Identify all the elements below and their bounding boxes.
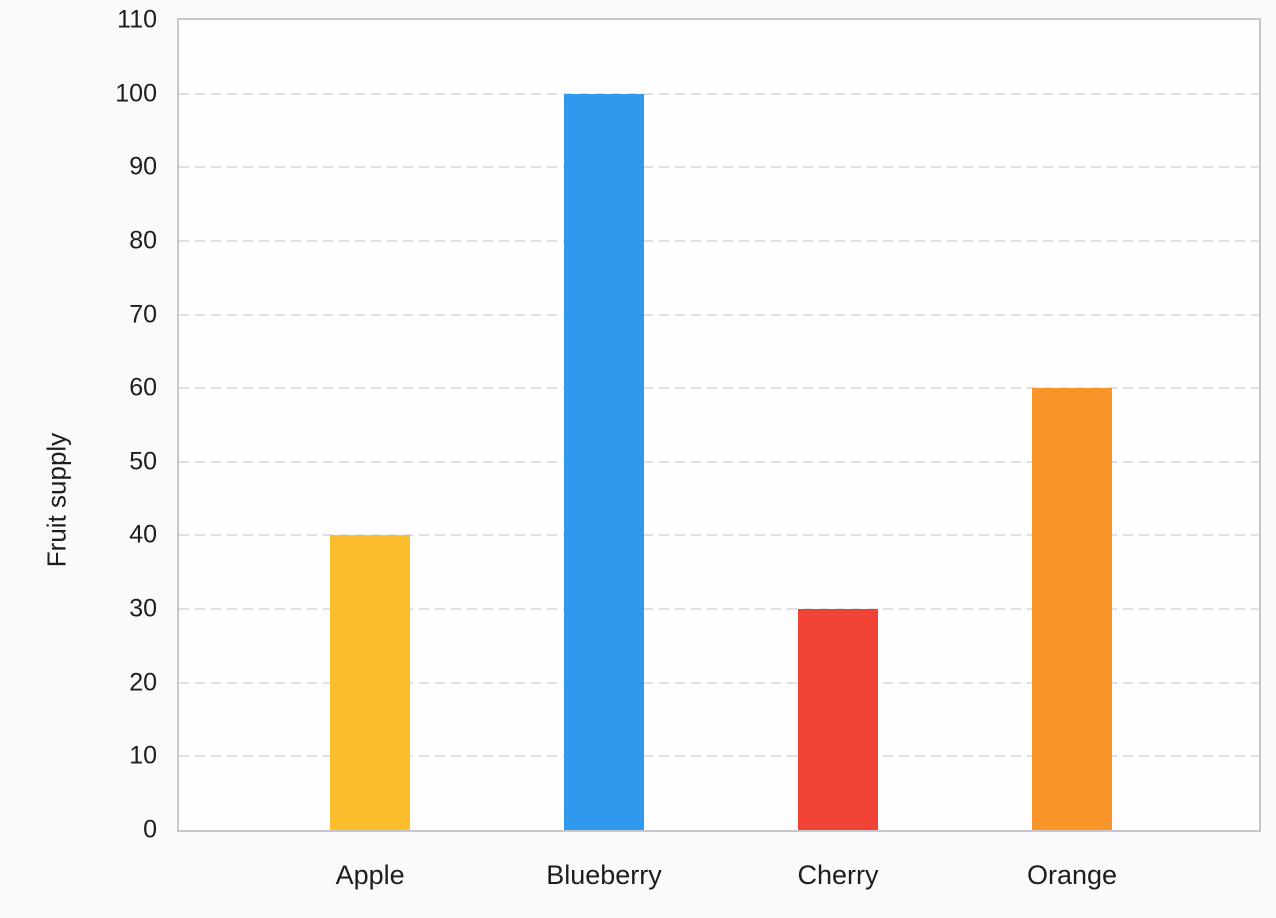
y-tick-label-10: 10 xyxy=(129,741,157,770)
y-tick-label-20: 20 xyxy=(129,668,157,697)
gridline-y-10 xyxy=(179,755,1259,758)
gridline-y-40 xyxy=(179,534,1259,537)
gridline-y-60 xyxy=(179,387,1259,390)
y-tick-label-110: 110 xyxy=(117,5,157,34)
bar-orange xyxy=(1032,388,1113,830)
y-tick-label-60: 60 xyxy=(129,373,157,402)
y-tick-label-30: 30 xyxy=(129,594,157,623)
plot-area xyxy=(177,18,1261,832)
y-tick-label-80: 80 xyxy=(129,226,157,255)
y-tick-label-40: 40 xyxy=(129,520,157,549)
gridline-y-80 xyxy=(179,239,1259,242)
bar-apple xyxy=(330,535,411,830)
x-tick-label-apple: Apple xyxy=(335,860,405,890)
y-tick-label-90: 90 xyxy=(129,152,157,181)
bar-blueberry xyxy=(563,93,644,830)
x-tick-label-cherry: Cherry xyxy=(797,860,879,890)
y-tick-label-0: 0 xyxy=(143,815,157,844)
y-tick-label-100: 100 xyxy=(115,79,157,108)
bar-cherry xyxy=(798,609,879,830)
gridline-y-70 xyxy=(179,313,1259,316)
gridline-y-20 xyxy=(179,681,1259,684)
gridline-y-50 xyxy=(179,460,1259,463)
gridline-y-100 xyxy=(179,92,1259,95)
gridline-y-30 xyxy=(179,608,1259,611)
gridline-y-90 xyxy=(179,166,1259,169)
y-tick-label-50: 50 xyxy=(129,447,157,476)
x-tick-label-orange: Orange xyxy=(1027,860,1118,890)
x-tick-label-blueberry: Blueberry xyxy=(546,860,662,890)
y-tick-label-70: 70 xyxy=(129,300,157,329)
